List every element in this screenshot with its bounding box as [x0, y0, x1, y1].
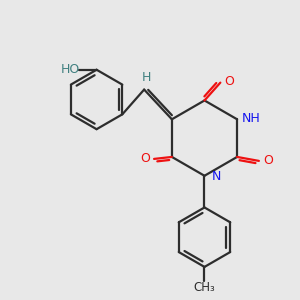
- Text: O: O: [140, 152, 150, 165]
- Text: N: N: [212, 170, 221, 183]
- Text: O: O: [224, 75, 234, 88]
- Text: HO: HO: [61, 63, 80, 76]
- Text: NH: NH: [242, 112, 260, 125]
- Text: H: H: [141, 71, 151, 84]
- Text: CH₃: CH₃: [194, 281, 215, 294]
- Text: O: O: [263, 154, 273, 167]
